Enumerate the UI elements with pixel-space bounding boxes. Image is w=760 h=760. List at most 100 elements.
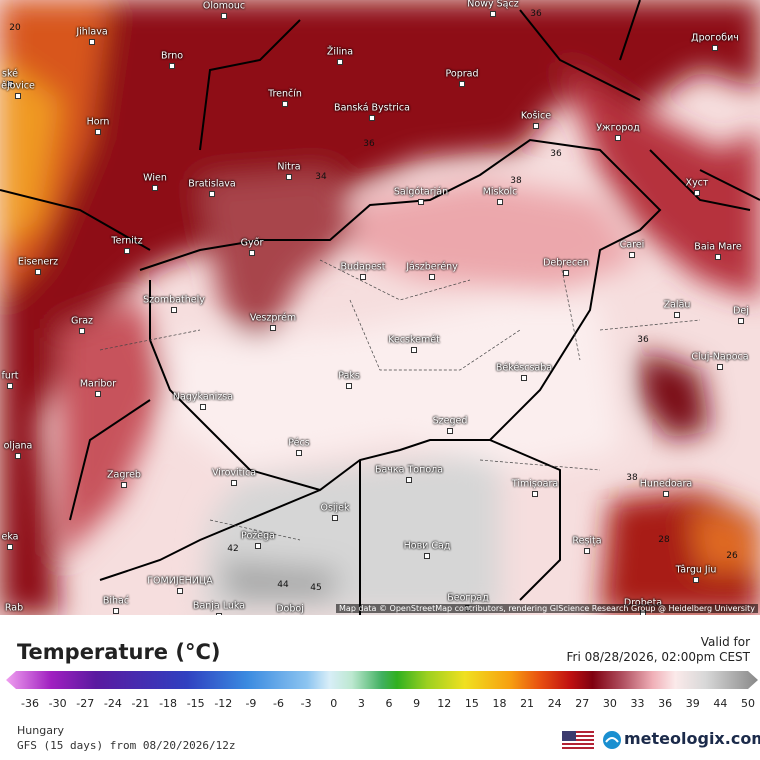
city-marker [615,135,621,141]
legend-tick-label: 18 [492,697,507,710]
city-marker [152,185,158,191]
city-marker [124,248,130,254]
city-marker [717,364,723,370]
city-label: Graz [70,315,94,327]
city-marker [418,199,424,205]
legend-tick-label: -12 [214,697,233,710]
city-label: Београд [447,592,489,604]
legend-tick-label: 24 [547,697,562,710]
city-marker [497,199,503,205]
contour-label: 28 [658,535,670,545]
city-marker [411,347,417,353]
city-marker [255,543,261,549]
legend-tick-label: -30 [48,697,67,710]
legend-tick-label: -36 [21,697,39,710]
city-marker [490,11,496,17]
city-label: Pécs [288,437,310,449]
city-label: Ternitz [111,235,143,247]
city-marker [346,383,352,389]
legend-tick-label: -18 [159,697,178,710]
city-label: Debrecen [543,257,589,269]
city-marker [95,391,101,397]
attribution: Map data © OpenStreetMap contributors, r… [336,604,758,613]
legend-title: Temperature (°C) [17,640,221,664]
legend-tick-label: 15 [464,697,479,710]
city-label: Eisenerz [17,256,59,268]
legend-tick-label: 36 [658,697,673,710]
city-marker [200,404,206,410]
city-label: Jihlava [76,26,108,38]
valid-label: Valid for [700,635,750,649]
map: Olomouc Nowy Sącz Jihlava Žilina Дрогобич Brn… [0,0,760,615]
legend-tick-label: 50 [741,697,755,710]
city-marker [429,274,435,280]
city-label: Salgótarján [393,186,449,198]
contour-label: 42 [227,544,239,554]
city-marker [286,174,292,180]
city-marker [738,318,744,324]
city-label: Zalău [663,299,691,311]
city-marker [231,480,237,486]
city-marker [584,548,590,554]
legend-tick-label: -24 [103,697,122,710]
city-marker [337,59,343,65]
city-label: Brno [160,50,184,62]
city-marker [249,250,255,256]
city-label: eka [1,531,19,543]
city-label: Banská Bystrica [334,102,410,114]
city-label: Kecskemét [388,334,440,346]
city-label: Дрогобич [691,32,739,44]
contour-label: 44 [277,580,289,590]
city-marker [15,93,21,99]
legend-tick-label: 3 [357,697,365,710]
city-marker [216,613,222,615]
legend-tick-label: 0 [330,697,338,710]
city-label: Jászberény [406,261,458,273]
city-marker [715,254,721,260]
contour-label: 34 [315,172,327,182]
city-label: Miskolc [482,186,518,198]
city-marker [447,428,453,434]
city-label: Nitra [277,161,301,173]
city-marker [674,312,680,318]
city-label: Olomouc [202,0,246,12]
city-marker [270,325,276,331]
city-label: Osijek [320,502,350,514]
model-run: GFS (15 days) from 08/20/2026/12z [17,739,236,752]
contour-label: 45 [310,583,322,593]
city-marker [406,477,412,483]
city-label: Békéscsaba [495,362,553,374]
city-label: Veszprém [249,312,297,324]
contour-label: 36 [363,139,375,149]
city-label: Szeged [432,415,468,427]
city-marker [209,191,215,197]
flag-icon [562,731,594,751]
legend-tick-label: 6 [385,697,393,710]
map-field [0,0,760,615]
city-label: Zagreb [107,469,141,481]
city-marker [35,269,41,275]
logo-icon [603,731,621,749]
city-marker [7,383,13,389]
legend-tick-label: -15 [186,697,205,710]
city-marker [694,190,700,196]
city-marker [95,129,101,135]
city-label: Нови Сад [403,540,451,552]
city-label: Wien [143,172,167,184]
city-marker [521,375,527,381]
region: Hungary [17,724,64,737]
brand[interactable]: meteologix.com [624,729,760,748]
legend-tick-label: 21 [520,697,535,710]
city-label: Košice [520,110,552,122]
city-marker [459,81,465,87]
city-label: Poprad [445,68,479,80]
contour-label: 36 [637,335,649,345]
city-marker [121,482,127,488]
city-label: Cluj-Napoca [691,351,749,363]
legend-tick-label: 27 [575,697,590,710]
city-marker [629,252,635,258]
city-label: Budapest [340,261,386,273]
city-label: ějovice [1,80,35,92]
city-label: Бачка Топола [374,464,444,476]
